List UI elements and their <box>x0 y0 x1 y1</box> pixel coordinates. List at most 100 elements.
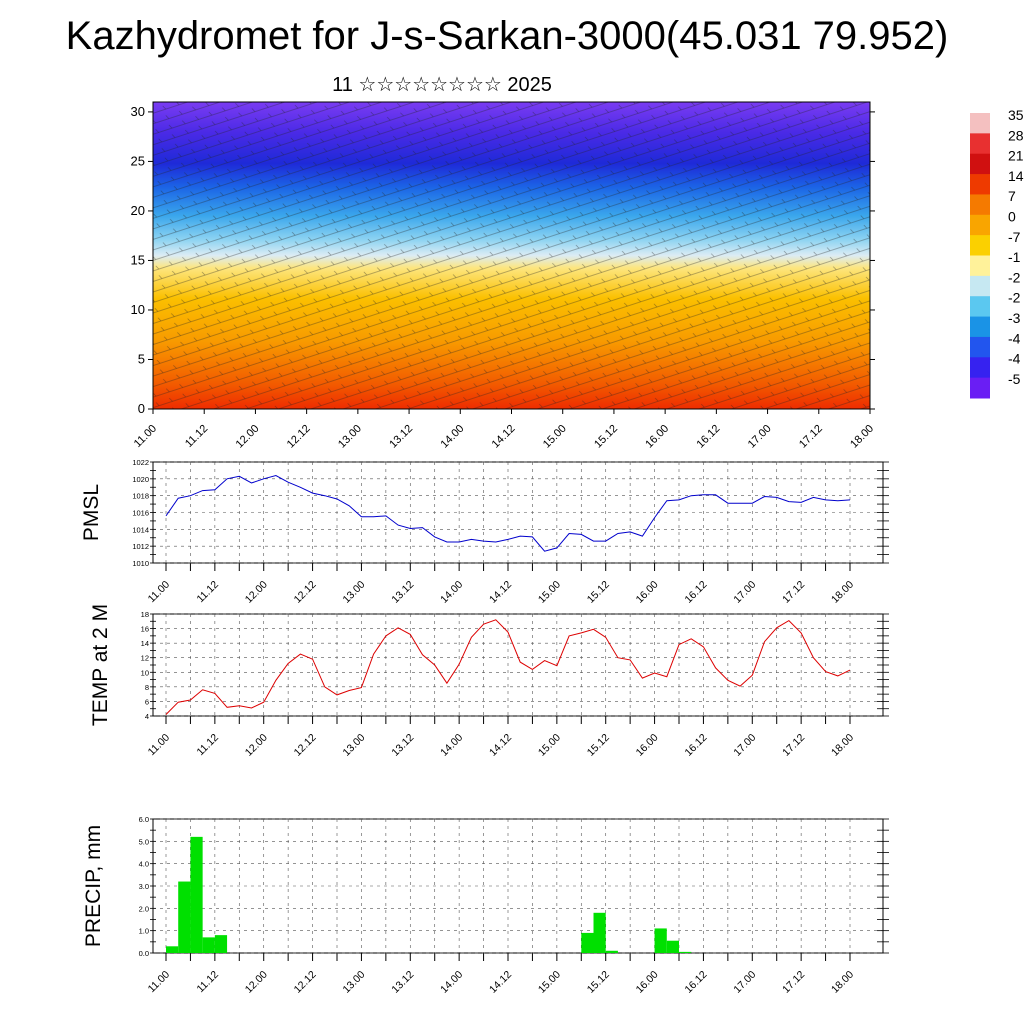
x-tick-label: 11.12 <box>194 969 221 996</box>
x-tick-label: 11.00 <box>132 423 159 450</box>
colorbar-segment <box>970 133 990 155</box>
x-tick-label: 14.12 <box>487 732 514 759</box>
axis-label: TEMP at 2 M <box>89 604 112 726</box>
x-tick-label: 11.12 <box>183 423 210 450</box>
y-tick-label: 1020 <box>132 475 149 484</box>
precip-bar <box>178 881 191 953</box>
precip-bar <box>605 950 618 953</box>
y-tick-label: 25 <box>131 153 145 168</box>
precip-bar <box>593 912 606 953</box>
y-tick-label: 0.0 <box>139 949 149 958</box>
y-tick-label: 4 <box>145 712 149 721</box>
colorbar-segment <box>970 357 990 379</box>
x-tick-label: 16.12 <box>682 969 709 996</box>
colorbar-segment <box>970 336 990 358</box>
colorbar-label: -2 <box>1008 290 1021 306</box>
x-tick-label: 13.12 <box>387 423 415 451</box>
x-tick-label: 15.12 <box>585 732 612 759</box>
x-tick-label: 17.00 <box>731 579 758 606</box>
x-tick-label: 17.00 <box>731 732 758 759</box>
temp-line <box>165 619 851 715</box>
colorbar-label: -5 <box>1008 371 1021 387</box>
x-tick-label: 18.00 <box>829 969 856 996</box>
x-tick-label: 12.00 <box>243 732 270 759</box>
x-tick-label: 13.00 <box>340 732 367 759</box>
x-tick-label: 13.00 <box>336 423 364 451</box>
x-tick-label: 17.12 <box>780 732 807 759</box>
x-tick-label: 15.00 <box>536 579 563 606</box>
axis-label: PRECIP, mm <box>82 825 105 947</box>
x-tick-label: 18.00 <box>829 579 856 606</box>
x-tick-label: 16.00 <box>634 732 661 759</box>
precip-bar <box>654 928 667 953</box>
colorbar-segment <box>970 113 990 134</box>
colorbar: 35 28 21 14 7 0 -7 -1 -2 -2 -3 -4 -4 -5 <box>970 107 1024 399</box>
x-tick-label: 15.00 <box>541 423 569 451</box>
colorbar-segment <box>970 296 990 318</box>
x-tick-label: 12.12 <box>292 732 319 759</box>
panel-frame <box>152 613 884 717</box>
x-tick-label: 14.00 <box>438 579 465 606</box>
x-tick-label: 13.12 <box>389 969 416 996</box>
axis-label: PMSL <box>80 484 103 541</box>
colorbar-segment <box>970 255 990 277</box>
x-tick-label: 15.12 <box>592 423 620 451</box>
y-tick-label: 1018 <box>132 492 149 501</box>
colorbar-label: 7 <box>1008 188 1016 204</box>
y-tick-label: 30 <box>131 104 145 119</box>
x-tick-label: 16.12 <box>682 732 709 759</box>
y-tick-label: 1022 <box>132 458 149 467</box>
x-tick-label: 15.00 <box>536 732 563 759</box>
x-tick-label: 12.12 <box>292 969 319 996</box>
colorbar-segment <box>970 194 990 216</box>
temp-panel: 4 6 8 10 12 14 16 18 11.00 11.12 12.00 12.12 13.00 13… <box>89 604 889 759</box>
x-tick-label: 14.00 <box>438 969 465 996</box>
x-tick-label: 12.12 <box>285 423 313 451</box>
y-tick-label: 18 <box>141 610 149 619</box>
y-tick-label: 20 <box>131 203 145 218</box>
cross-section-x-axis: 11.00 11.12 12.00 12.12 13.00 13.12 14.00 14.12… <box>132 409 876 451</box>
y-tick-label: 3.0 <box>139 882 149 891</box>
y-tick-label: 1012 <box>132 542 149 551</box>
colorbar-segment <box>970 377 990 399</box>
colorbar-label: -7 <box>1008 229 1021 245</box>
y-tick-label: 1016 <box>132 509 149 518</box>
precip-bar <box>166 946 179 953</box>
precip-panel: 0.0 1.0 2.0 3.0 4.0 5.0 6.0 11.00 11.12 12.00 12.1… <box>82 815 889 996</box>
pmsl-panel: 1010 1012 1014 1016 1018 1020 1022 11.00 11.12 12… <box>80 458 889 606</box>
colorbar-label: -2 <box>1008 269 1021 285</box>
colorbar-label: -1 <box>1008 249 1021 265</box>
colorbar-label: -4 <box>1008 351 1021 367</box>
x-tick-label: 11.00 <box>146 969 173 996</box>
y-tick-label: 16 <box>141 625 149 634</box>
y-tick-label: 15 <box>131 252 145 267</box>
x-tick-label: 16.00 <box>634 579 661 606</box>
x-tick-label: 12.00 <box>234 423 262 451</box>
colorbar-label: -4 <box>1008 330 1021 346</box>
x-tick-label: 11.12 <box>194 579 221 606</box>
y-tick-label: 12 <box>141 654 149 663</box>
x-tick-label: 13.12 <box>389 732 416 759</box>
x-tick-label: 18.00 <box>829 732 856 759</box>
x-tick-label: 17.12 <box>780 969 807 996</box>
x-tick-label: 17.00 <box>731 969 758 996</box>
colorbar-label: 21 <box>1008 148 1024 164</box>
colorbar-segment <box>970 214 990 236</box>
x-tick-label: 11.12 <box>194 732 221 759</box>
cross-section-y-axis: 0 5 10 15 20 25 30 <box>131 104 875 416</box>
colorbar-segment <box>970 235 990 256</box>
cross-section-panel: 0 5 10 15 20 25 30 11.00 11.12 12.00 12.12 13.00 13… <box>131 101 876 451</box>
x-tick-label: 18.00 <box>848 423 876 451</box>
y-tick-label: 5 <box>138 351 145 366</box>
x-tick-label: 16.12 <box>682 579 709 606</box>
x-tick-label: 16.12 <box>695 423 723 451</box>
y-tick-label: 10 <box>141 668 149 677</box>
precip-bar <box>679 951 692 953</box>
colorbar-label: 35 <box>1008 107 1024 123</box>
precip-bar <box>214 935 228 953</box>
x-tick-label: 12.00 <box>243 969 270 996</box>
y-tick-label: 2.0 <box>139 904 149 913</box>
x-tick-label: 16.00 <box>643 423 671 451</box>
x-tick-label: 11.00 <box>146 579 173 606</box>
